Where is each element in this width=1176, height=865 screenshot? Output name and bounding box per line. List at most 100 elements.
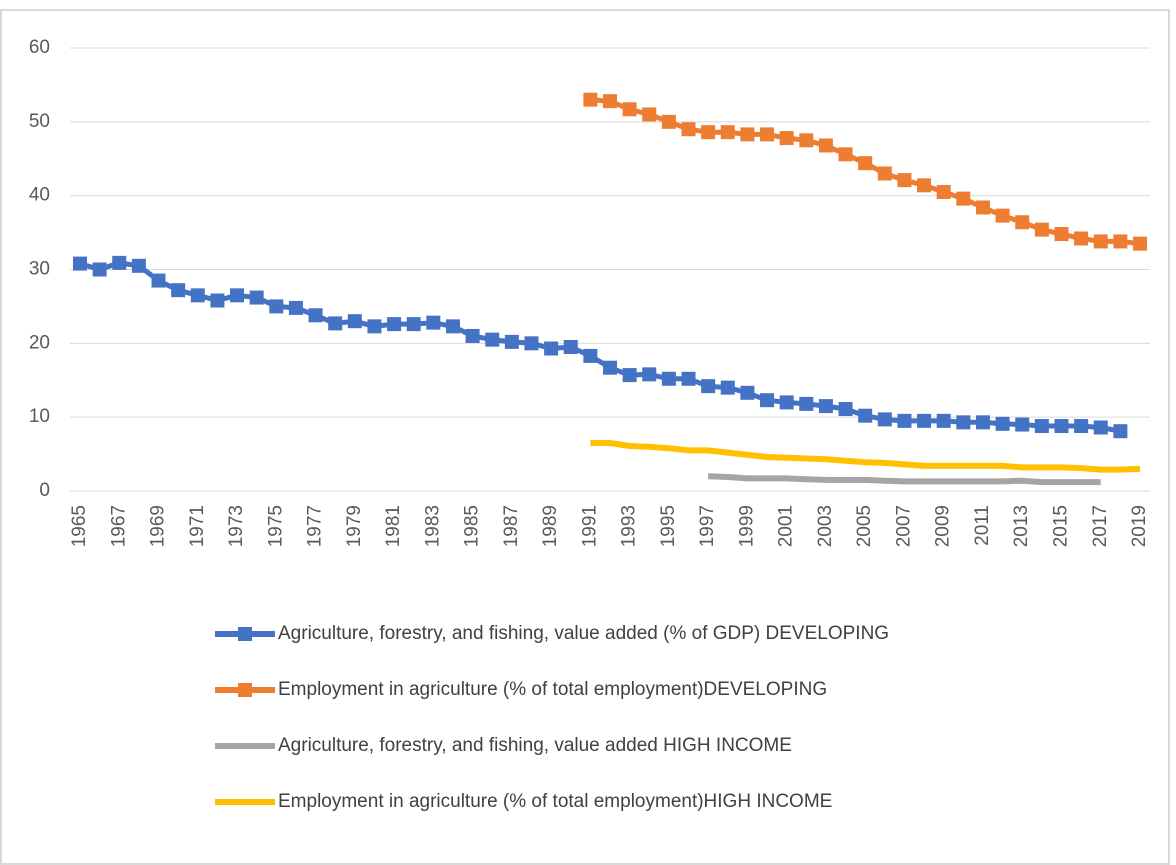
y-tick-label: 50 [29, 111, 50, 132]
x-tick-label: 1967 [108, 505, 129, 547]
x-tick-label: 1969 [148, 505, 169, 547]
legend-label: Agriculture, forestry, and fishing, valu… [278, 623, 889, 644]
marker [995, 208, 1010, 223]
marker [563, 340, 578, 355]
marker [92, 262, 107, 277]
series-line [707, 473, 1101, 486]
marker [171, 283, 186, 298]
series-line [590, 440, 1141, 473]
marker [387, 317, 402, 332]
x-tick-label: 1995 [658, 505, 679, 547]
marker [956, 415, 971, 430]
marker [897, 413, 912, 428]
y-tick-label: 40 [29, 185, 50, 206]
marker [1034, 419, 1049, 434]
x-tick-label: 2009 [933, 505, 954, 547]
y-tick-label: 60 [29, 37, 50, 58]
marker [720, 125, 735, 140]
marker [1113, 234, 1128, 249]
x-tick-label: 2019 [1129, 505, 1150, 547]
marker [701, 379, 716, 394]
marker [1015, 417, 1030, 432]
marker [936, 184, 951, 199]
marker [818, 138, 833, 153]
chart-frame [0, 9, 1170, 865]
marker [1015, 215, 1030, 230]
x-tick-label: 1983 [422, 505, 443, 547]
x-tick-label: 1975 [265, 505, 286, 547]
marker [740, 127, 755, 142]
marker [622, 368, 637, 383]
legend-marker [238, 683, 252, 697]
marker [524, 336, 539, 351]
marker [622, 102, 637, 117]
marker [858, 156, 873, 171]
marker [838, 147, 853, 162]
marker [1093, 234, 1108, 249]
x-tick-label: 1985 [462, 505, 483, 547]
x-tick-label: 2017 [1090, 505, 1111, 547]
x-tick-label: 2015 [1050, 505, 1071, 547]
x-tick-label: 2007 [893, 505, 914, 547]
legend-marker [238, 627, 252, 641]
marker [720, 380, 735, 395]
marker [1054, 419, 1069, 434]
marker [1074, 231, 1089, 246]
x-tick-label: 1971 [187, 505, 208, 547]
x-tick-label: 1973 [226, 505, 247, 547]
marker [1054, 227, 1069, 242]
marker [760, 127, 775, 142]
x-tick-label: 1989 [540, 505, 561, 547]
marker [603, 360, 617, 375]
marker [1133, 236, 1147, 251]
marker [799, 396, 814, 411]
marker [406, 317, 421, 332]
x-tick-label: 1991 [579, 505, 600, 547]
legend-label: Agriculture, forestry, and fishing, valu… [278, 735, 792, 756]
marker [975, 200, 990, 215]
marker [112, 255, 127, 270]
marker [426, 315, 441, 330]
marker [504, 334, 519, 349]
marker [367, 319, 382, 334]
marker [642, 367, 657, 382]
x-tick-label: 2003 [815, 505, 836, 547]
x-tick-label: 1965 [69, 505, 90, 547]
marker [1034, 222, 1049, 237]
marker [917, 178, 932, 193]
y-tick-label: 0 [39, 480, 50, 501]
marker [603, 94, 617, 109]
marker [1093, 420, 1108, 435]
marker [642, 107, 657, 122]
marker [583, 92, 598, 107]
marker [151, 273, 166, 288]
marker [917, 413, 932, 428]
x-tick-label: 1977 [305, 505, 326, 547]
x-tick-label: 1981 [383, 505, 404, 547]
x-tick-label: 2005 [854, 505, 875, 547]
y-tick-label: 30 [29, 259, 50, 280]
marker [975, 415, 990, 430]
legend-label: Employment in agriculture (% of total em… [278, 791, 832, 812]
marker [230, 288, 245, 303]
x-tick-label: 1993 [619, 505, 640, 547]
marker [131, 258, 146, 273]
marker [1074, 419, 1089, 434]
marker [269, 299, 284, 314]
marker [661, 371, 676, 386]
x-tick-label: 1997 [697, 505, 718, 547]
marker [858, 408, 873, 423]
x-tick-label: 1999 [736, 505, 757, 547]
x-tick-label: 2013 [1011, 505, 1032, 547]
marker [956, 191, 971, 206]
marker [779, 131, 794, 146]
marker [288, 300, 303, 315]
marker [818, 399, 833, 414]
marker [485, 332, 500, 347]
x-tick-label: 1979 [344, 505, 365, 547]
marker [347, 314, 362, 329]
marker [661, 114, 676, 129]
marker [995, 416, 1010, 431]
